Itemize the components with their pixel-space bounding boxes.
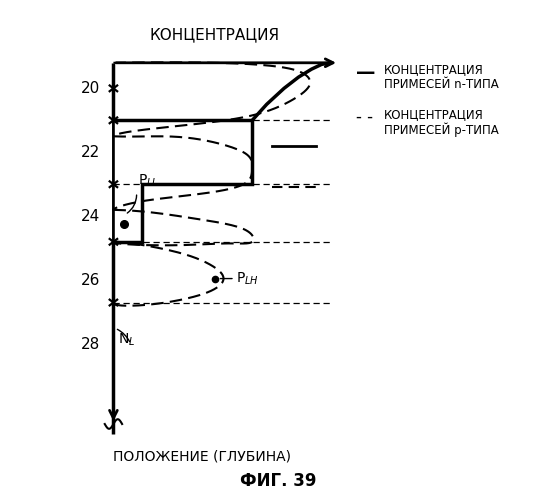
Text: - -: - - xyxy=(356,108,373,126)
Text: ПОЛОЖЕНИЕ (ГЛУБИНА): ПОЛОЖЕНИЕ (ГЛУБИНА) xyxy=(113,450,291,464)
Text: P$_{LH}$: P$_{LH}$ xyxy=(236,270,259,287)
Text: КОНЦЕНТРАЦИЯ
ПРИМЕСЕЙ n-ТИПА: КОНЦЕНТРАЦИЯ ПРИМЕСЕЙ n-ТИПА xyxy=(384,64,498,92)
Text: 20: 20 xyxy=(81,81,101,96)
Text: КОНЦЕНТРАЦИЯ: КОНЦЕНТРАЦИЯ xyxy=(150,27,280,42)
Text: ФИГ. 39: ФИГ. 39 xyxy=(240,472,316,490)
Text: 22: 22 xyxy=(81,145,101,160)
Text: 26: 26 xyxy=(81,272,101,287)
Text: 24: 24 xyxy=(81,208,101,224)
Text: P$_{LL}$: P$_{LL}$ xyxy=(138,172,159,189)
Text: 28: 28 xyxy=(81,336,101,351)
Text: КОНЦЕНТРАЦИЯ
ПРИМЕСЕЙ р-ТИПА: КОНЦЕНТРАЦИЯ ПРИМЕСЕЙ р-ТИПА xyxy=(384,108,498,138)
Text: —: — xyxy=(356,62,375,82)
Text: N$_{L}$: N$_{L}$ xyxy=(118,332,135,348)
